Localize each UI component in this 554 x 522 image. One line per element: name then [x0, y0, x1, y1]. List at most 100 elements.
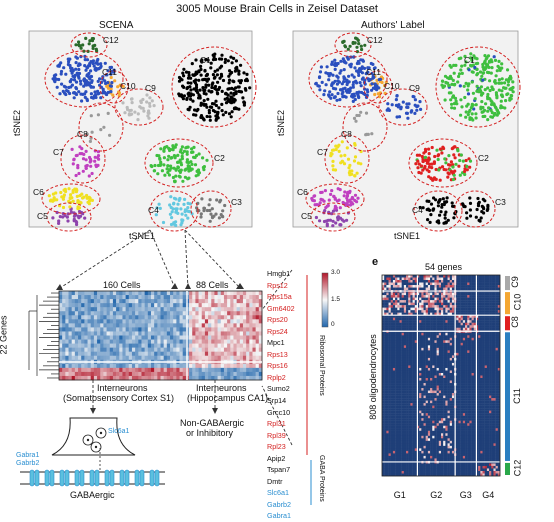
heatmap-e-cell	[410, 300, 412, 303]
heatmap-d-cell	[103, 356, 106, 360]
heatmap-e-cell	[424, 348, 426, 351]
heatmap-d-cell	[75, 291, 78, 295]
heatmap-e-cell	[469, 278, 471, 281]
scatter-point	[465, 217, 468, 220]
heatmap-e-cell	[402, 308, 404, 311]
heatmap-d-cell	[107, 372, 110, 376]
heatmap-d-cell	[78, 340, 81, 344]
heatmap-d-cell	[173, 323, 176, 327]
heatmap-e-cell	[469, 283, 471, 286]
heatmap-e-cell	[399, 343, 401, 346]
scatter-point	[75, 61, 78, 64]
heatmap-e-cell	[391, 295, 393, 298]
heatmap-d-cell	[72, 291, 75, 295]
heatmap-e-cell	[419, 333, 421, 336]
heatmap-e-cell	[461, 293, 463, 296]
heatmap-d-cell	[132, 291, 135, 295]
heatmap-e-cell	[384, 285, 386, 288]
heatmap-d-cell	[103, 327, 106, 331]
heatmap-d-cell	[65, 372, 68, 376]
heatmap-e-cell	[441, 295, 443, 298]
scatter-point	[148, 96, 151, 99]
heatmap-e-cell	[467, 348, 469, 351]
heatmap-e-cell	[491, 325, 493, 328]
scatter-point	[414, 104, 417, 107]
heatmap-d-cell	[221, 336, 224, 340]
heatmap-d-cell	[129, 319, 132, 323]
heatmap-d-cell	[100, 356, 103, 360]
heatmap-d-cell	[69, 348, 72, 352]
heatmap-e-cell	[445, 353, 447, 356]
heatmap-d-cell	[256, 319, 259, 323]
scatter-point	[449, 75, 452, 78]
heatmap-e-cell	[428, 358, 430, 361]
heatmap-e-cell	[408, 353, 410, 356]
heatmap-d-cell	[170, 307, 173, 311]
heatmap-e-cell	[472, 308, 474, 311]
scatter-point	[86, 81, 89, 84]
heatmap-e-cell	[410, 288, 412, 291]
heatmap-d-cell	[180, 331, 183, 335]
heatmap-e-cell	[432, 288, 434, 291]
heatmap-d-cell	[94, 303, 97, 307]
scatter-point	[343, 190, 346, 193]
heatmap-d-cell	[221, 311, 224, 315]
heatmap-d-cell	[100, 340, 103, 344]
heatmap-e-cell	[413, 338, 415, 341]
heatmap-e-cell	[408, 350, 410, 353]
scatter-point	[84, 96, 87, 99]
scatter-point	[77, 68, 80, 71]
heatmap-e-cell	[496, 338, 498, 341]
heatmap-d-cell	[252, 311, 255, 315]
heatmap-d-cell	[88, 307, 91, 311]
scatter-point	[234, 67, 237, 70]
scatter-point	[96, 90, 99, 93]
scatter-point	[475, 116, 478, 119]
heatmap-e-cell	[493, 280, 495, 283]
heatmap-d-cell	[138, 352, 141, 356]
heatmap-e-cell	[485, 303, 487, 306]
heatmap-d-cell	[65, 356, 68, 360]
heatmap-e-cell	[480, 295, 482, 298]
scatter-point	[341, 40, 344, 43]
heatmap-e-cell	[448, 295, 450, 298]
heatmap-d-cell	[145, 368, 148, 372]
heatmap-e-cell	[496, 318, 498, 321]
heatmap-d-cell	[189, 331, 192, 335]
scatter-point	[467, 92, 470, 95]
heatmap-e-cell	[437, 288, 439, 291]
heatmap-d-cell	[72, 327, 75, 331]
heatmap-e-cell	[395, 353, 397, 356]
scatter-point	[169, 165, 172, 168]
heatmap-e-cell	[421, 318, 423, 321]
heatmap-e-cell	[404, 340, 406, 343]
heatmap-d-cell	[237, 319, 240, 323]
scatter-point	[162, 149, 165, 152]
heatmap-d-cell	[129, 340, 132, 344]
heatmap-e-cell	[465, 295, 467, 298]
heatmap-d-cell	[183, 311, 186, 315]
heatmap-d-cell	[88, 303, 91, 307]
heatmap-d-cell	[199, 340, 202, 344]
heatmap-e-cell	[443, 280, 445, 283]
heatmap-e-cell	[428, 293, 430, 296]
heatmap-e-cell	[458, 340, 460, 343]
heatmap-e-cell	[483, 350, 485, 353]
heatmap-e-cell	[426, 298, 428, 301]
heatmap-d-cell	[78, 315, 81, 319]
heatmap-d-cell	[192, 291, 195, 295]
heatmap-e-cell	[485, 358, 487, 361]
scatter-point	[69, 80, 72, 83]
scatter-point	[142, 110, 145, 113]
heatmap-e-cell	[461, 285, 463, 288]
heatmap-d-cell	[161, 368, 164, 372]
heatmap-d-cell	[157, 315, 160, 319]
heatmap-e-cell	[389, 295, 391, 298]
scatter-point	[81, 43, 84, 46]
heatmap-d-cell	[221, 352, 224, 356]
heatmap-d-cell	[141, 344, 144, 348]
heatmap-d-cell	[189, 344, 192, 348]
heatmap-e-cell	[469, 308, 471, 311]
heatmap-d-cell	[126, 372, 129, 376]
scatter-point	[443, 213, 446, 216]
